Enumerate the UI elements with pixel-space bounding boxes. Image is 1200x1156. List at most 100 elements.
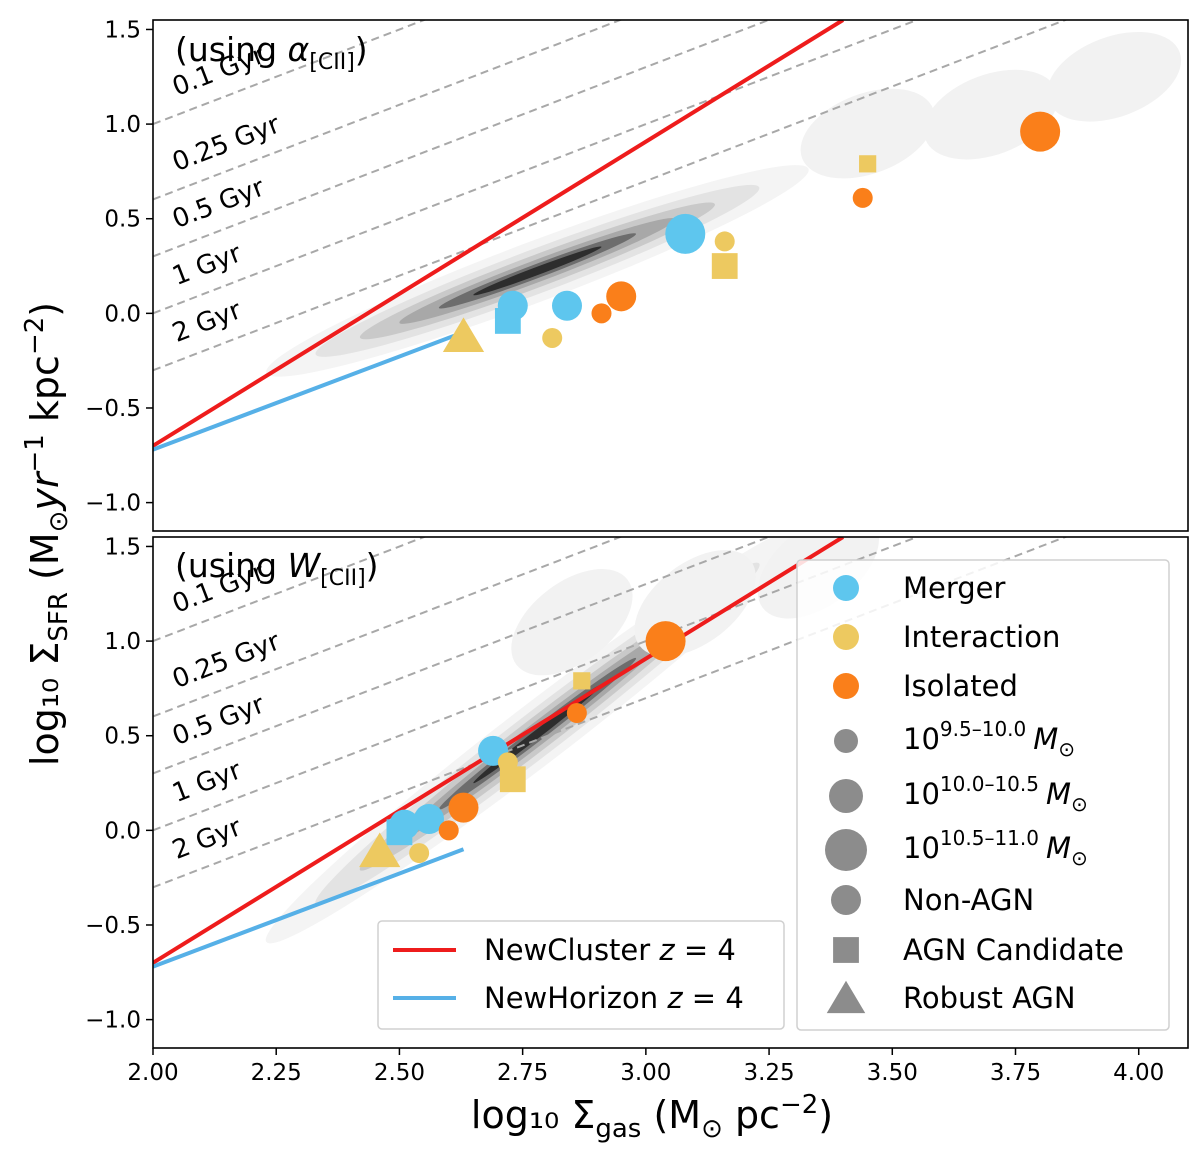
x-axis-title: log₁₀ Σgas (M⊙ pc−2) — [471, 1090, 833, 1144]
x-tick-label-8: 4.00 — [1113, 1060, 1164, 1086]
point-interaction-square-6 — [499, 766, 526, 793]
legend-agn-candidate-marker — [833, 937, 859, 963]
legend-mass-high-label: 1010.5–11.0 M⊙ — [903, 826, 1088, 870]
depletion-line-2 — [153, 20, 772, 258]
x-tick-label-2: 2.50 — [374, 1060, 425, 1086]
newcluster-line — [153, 20, 845, 448]
point-merger-circle-1 — [552, 290, 582, 321]
top-model-lines — [153, 20, 845, 452]
legend-isolated-label: Isolated — [903, 669, 1018, 703]
model-legend: NewCluster z = 4 NewHorizon z = 4 — [377, 920, 785, 1030]
top-data-points — [442, 111, 1061, 352]
y-tick-label-0: −1.0 — [85, 1008, 141, 1034]
point-interaction-circle-4 — [409, 843, 430, 864]
top-panel-label: (using α[CII]) — [175, 30, 368, 75]
x-tick-label-0: 2.00 — [127, 1060, 178, 1086]
point-interaction-square-7 — [859, 155, 877, 173]
point-merger-square-3 — [386, 819, 413, 846]
point-isolated-circle-10 — [448, 792, 479, 823]
y-tick-label-4: 1.0 — [104, 629, 141, 655]
x-tick-label-3: 2.75 — [497, 1060, 548, 1086]
x-ticks: 2.00 2.25 2.50 2.75 3.00 3.25 3.50 3.75 4.00 — [127, 1048, 1164, 1086]
legend-interaction-marker — [833, 624, 859, 650]
point-isolated-circle-9 — [438, 820, 459, 841]
point-interaction-square-7 — [573, 672, 591, 690]
top-y-ticks: −1.0 −0.5 0.0 0.5 1.0 1.5 — [85, 17, 153, 517]
depletion-line-3 — [153, 20, 920, 315]
bottom-depletion-lines — [153, 537, 1069, 889]
y-tick-label-4: 1.0 — [104, 112, 141, 138]
legend-interaction-label: Interaction — [903, 620, 1060, 654]
category-legend-markers — [825, 575, 867, 1014]
newhorizon-legend-label: NewHorizon z = 4 — [484, 981, 744, 1015]
model-legend-box — [377, 920, 785, 1030]
bottom-plot-frame — [152, 536, 1189, 1049]
density-blob-0 — [800, 88, 935, 179]
y-tick-label-3: 0.5 — [104, 724, 141, 750]
x-tick-label-1: 2.25 — [251, 1060, 302, 1086]
bottom-y-ticks: −1.0 −0.5 0.0 0.5 1.0 1.5 — [85, 534, 153, 1034]
density-blob-0 — [511, 569, 633, 676]
y-tick-label-0: −1.0 — [85, 491, 141, 517]
newhorizon-line — [153, 330, 465, 452]
depletion-line-3 — [153, 537, 920, 832]
x-tick-label-4: 3.00 — [620, 1060, 671, 1086]
depletion-line-2 — [153, 537, 772, 775]
depletion-line-4 — [153, 537, 1069, 889]
legend-non-agn-label: Non-AGN — [903, 883, 1034, 917]
legend-robust-agn-marker — [826, 980, 866, 1014]
point-interaction-triangle-8 — [442, 317, 485, 352]
legend-merger-marker — [833, 575, 859, 601]
legend-robust-agn-label: Robust AGN — [903, 981, 1076, 1015]
newcluster-legend-label: NewCluster z = 4 — [484, 933, 736, 967]
point-merger-circle-1 — [414, 803, 444, 834]
top-density-contours — [266, 31, 1182, 377]
point-isolated-circle-11 — [852, 187, 873, 208]
depletion-line-0 — [153, 20, 427, 126]
legend-mass-low-marker — [834, 729, 858, 753]
density-level-5 — [473, 246, 602, 296]
top-depletion-lines — [153, 20, 1069, 372]
y-tick-label-5: 1.5 — [104, 534, 141, 560]
y-tick-label-5: 1.5 — [104, 17, 141, 43]
point-interaction-square-6 — [711, 253, 738, 279]
y-tick-label-1: −0.5 — [85, 396, 141, 422]
y-tick-label-2: 0.0 — [104, 818, 141, 844]
y-tick-label-3: 0.5 — [104, 207, 141, 233]
legend-non-agn-marker — [831, 885, 861, 915]
legend-mass-mid-marker — [829, 779, 863, 813]
point-isolated-circle-12 — [645, 621, 686, 662]
x-tick-label-5: 3.25 — [743, 1060, 794, 1086]
top-plot-frame — [152, 19, 1189, 532]
legend-merger-label: Merger — [903, 571, 1006, 605]
point-merger-square-3 — [494, 308, 521, 334]
newhorizon-line — [153, 847, 465, 969]
legend-mass-low-label: 109.5–10.0 M⊙ — [903, 717, 1075, 761]
point-isolated-circle-11 — [566, 703, 587, 724]
depletion-line-1 — [153, 537, 624, 718]
category-legend: Merger Interaction Isolated 109.5–10.0 M⊙… — [796, 559, 1170, 1031]
x-tick-label-6: 3.50 — [867, 1060, 918, 1086]
legend-mass-mid-label: 1010.0–10.5 M⊙ — [903, 772, 1088, 816]
depletion-line-4 — [153, 20, 1069, 372]
point-interaction-circle-4 — [542, 327, 563, 348]
depletion-line-0 — [153, 537, 427, 643]
x-tick-label-7: 3.75 — [990, 1060, 1041, 1086]
bottom-panel-label: (using W[CII]) — [175, 546, 379, 591]
y-tick-label-2: 0.0 — [104, 301, 141, 327]
y-axis-title: log₁₀ ΣSFR (M⊙yr−1 kpc−2) — [20, 302, 74, 766]
y-tick-label-1: −0.5 — [85, 913, 141, 939]
legend-agn-candidate-label: AGN Candidate — [903, 933, 1124, 967]
legend-mass-high-marker — [825, 829, 867, 871]
point-interaction-circle-5 — [714, 231, 735, 252]
density-blob-2 — [1047, 31, 1182, 122]
category-legend-box — [796, 559, 1170, 1031]
point-merger-circle-2 — [665, 213, 706, 254]
bottom-data-points — [359, 621, 686, 868]
point-isolated-circle-9 — [591, 303, 612, 324]
point-isolated-circle-12 — [1020, 111, 1061, 152]
legend-isolated-marker — [833, 673, 859, 699]
